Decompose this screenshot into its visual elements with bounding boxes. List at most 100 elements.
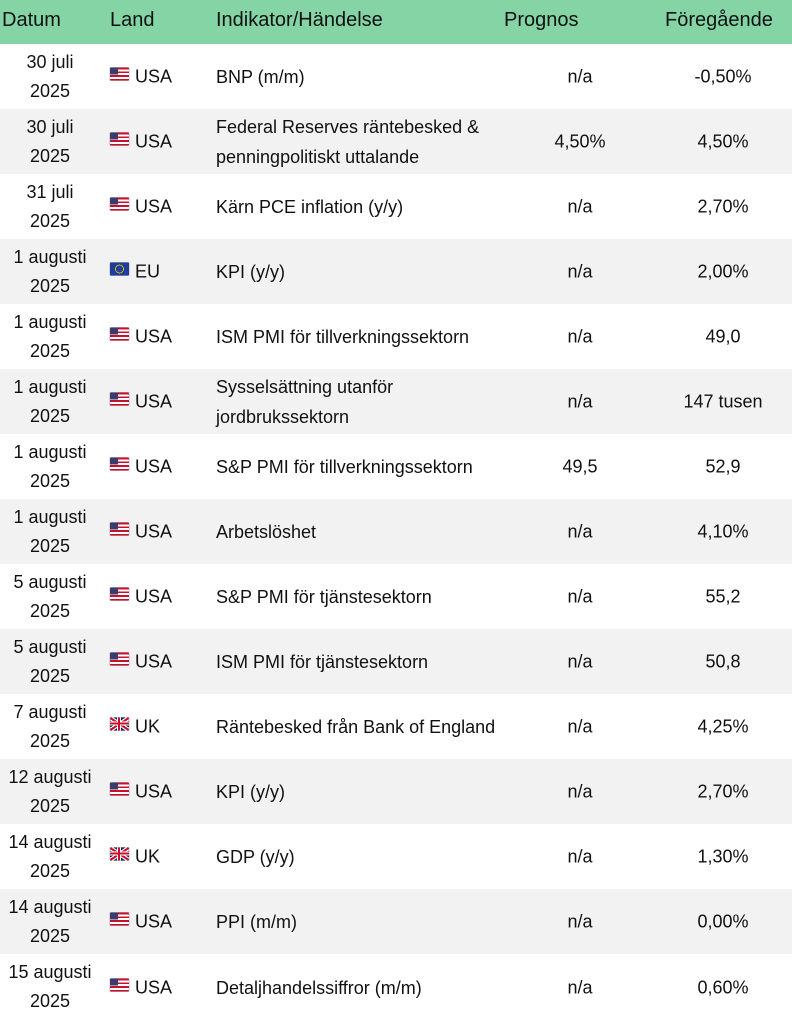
previous-cell: 4,10% (697, 521, 749, 541)
previous-cell: 2,70% (697, 196, 749, 216)
date-day: 14 augusti (8, 897, 92, 917)
indicator-cell: Federal Reserves räntebesked & penningpo… (216, 116, 480, 167)
country-name: USA (135, 391, 173, 411)
date-cell: 1 augusti 2025 (0, 373, 100, 431)
country-cell: USA (110, 521, 172, 542)
forecast-cell: n/a (567, 716, 593, 736)
date-day: 15 augusti (8, 962, 92, 982)
indicator-cell: ISM PMI för tillverkningssektorn (216, 326, 470, 347)
date-year: 2025 (29, 926, 71, 946)
date-cell: 1 augusti 2025 (0, 308, 100, 366)
date-year: 2025 (29, 861, 71, 881)
date-day: 31 juli (26, 182, 74, 202)
forecast-cell: n/a (567, 521, 593, 541)
indicator-cell: Detaljhandelssiffror (m/m) (216, 978, 422, 998)
country-name: USA (135, 66, 173, 86)
date-year: 2025 (29, 731, 71, 751)
date-year: 2025 (29, 796, 71, 816)
date-day: 5 augusti (13, 572, 87, 592)
country-name: USA (135, 521, 173, 541)
country-name: UK (135, 716, 161, 736)
table-row: 5 augusti 2025 USA S&P PMI för tjänstesekto… (0, 564, 792, 629)
date-cell: 1 augusti 2025 (0, 438, 100, 496)
us-flag-icon (110, 457, 129, 470)
forecast-cell: n/a (567, 66, 593, 86)
date-cell: 5 augusti 2025 (0, 568, 100, 626)
table-row: 14 augusti 2025 USA PPI (m/m) n/a 0,00% (0, 889, 792, 954)
date-year: 2025 (29, 471, 71, 491)
indicator-cell: BNP (m/m) (216, 66, 305, 87)
us-flag-icon (110, 392, 129, 405)
forecast-cell: n/a (567, 326, 593, 346)
country-cell: USA (110, 911, 172, 932)
table-row: 31 juli 2025 USA Kärn PCE inflation (y/y) n/… (0, 174, 792, 239)
previous-cell: 0,60% (697, 977, 749, 998)
table-row: 14 augusti 2025 UK GDP (y/y) n/a 1,30% (0, 824, 792, 889)
date-year: 2025 (29, 276, 71, 296)
date-cell: 1 augusti 2025 (0, 503, 100, 561)
indicator-cell: Sysselsättning utanför jordbrukssektorn (216, 376, 394, 427)
country-cell: UK (110, 846, 160, 867)
country-name: USA (135, 196, 173, 216)
forecast-cell: n/a (567, 586, 593, 606)
date-day: 14 augusti (8, 832, 92, 852)
indicator-cell: ISM PMI för tjänstesektorn (216, 651, 429, 672)
previous-cell: -0,50% (694, 66, 752, 86)
country-name: USA (135, 911, 173, 931)
indicator-cell: KPI (y/y) (216, 781, 286, 802)
country-cell: USA (110, 978, 172, 999)
forecast-cell: n/a (567, 261, 593, 281)
previous-cell: 55,2 (705, 586, 741, 606)
date-year: 2025 (29, 666, 71, 686)
previous-cell: 2,70% (697, 781, 749, 801)
date-cell: 14 augusti 2025 (0, 893, 100, 951)
table-row: 15 augusti 2025 USA Detaljhandelssiffror (m… (0, 954, 792, 1022)
forecast-cell: n/a (567, 651, 593, 671)
eu-flag-icon (110, 262, 129, 275)
forecast-cell: n/a (567, 977, 593, 998)
date-year: 2025 (29, 341, 71, 361)
table-row: 7 augusti 2025 UK Räntebesked från Bank of … (0, 694, 792, 759)
us-flag-icon (110, 912, 129, 925)
date-cell: 7 augusti 2025 (0, 698, 100, 756)
header-indicator: Indikator/Händelse (216, 9, 383, 31)
country-cell: EU (110, 261, 160, 282)
previous-cell: 2,00% (697, 261, 749, 281)
date-cell: 12 augusti 2025 (0, 763, 100, 821)
table-row: 1 augusti 2025 USA ISM PMI för tillverkning… (0, 304, 792, 369)
table-row: 1 augusti 2025 USA S&P PMI för tillverkning… (0, 434, 792, 499)
table-row: 30 juli 2025 USA BNP (m/m) n/a -0,50% (0, 44, 792, 109)
indicator-cell: Kärn PCE inflation (y/y) (216, 196, 404, 217)
date-year: 2025 (29, 536, 71, 556)
indicator-cell: KPI (y/y) (216, 261, 286, 282)
country-name: USA (135, 326, 173, 346)
country-cell: USA (110, 66, 172, 87)
date-year: 2025 (29, 211, 71, 231)
indicator-cell: PPI (m/m) (216, 911, 297, 932)
country-cell: USA (110, 131, 172, 152)
country-name: USA (135, 456, 173, 476)
country-name: USA (135, 977, 173, 998)
header-previous: Föregående (665, 9, 773, 31)
us-flag-icon (110, 978, 129, 992)
previous-cell: 50,8 (705, 651, 741, 671)
us-flag-icon (110, 327, 129, 340)
country-cell: USA (110, 586, 172, 607)
date-year: 2025 (29, 81, 71, 101)
date-day: 1 augusti (13, 247, 87, 267)
previous-cell: 49,0 (705, 326, 741, 346)
table-header: Datum Land Indikator/Händelse Prognos Fö… (0, 0, 792, 44)
country-name: USA (135, 131, 173, 151)
country-name: UK (135, 846, 161, 866)
previous-cell: 0,00% (697, 911, 749, 931)
date-year: 2025 (29, 406, 71, 426)
date-day: 30 juli (26, 52, 74, 72)
table-row: 12 augusti 2025 USA KPI (y/y) n/a 2,70% (0, 759, 792, 824)
date-day: 1 augusti (13, 312, 87, 332)
date-day: 1 augusti (13, 377, 87, 397)
country-name: USA (135, 586, 173, 606)
country-cell: USA (110, 326, 172, 347)
date-day: 30 juli (26, 117, 74, 137)
previous-cell: 52,9 (705, 456, 741, 476)
